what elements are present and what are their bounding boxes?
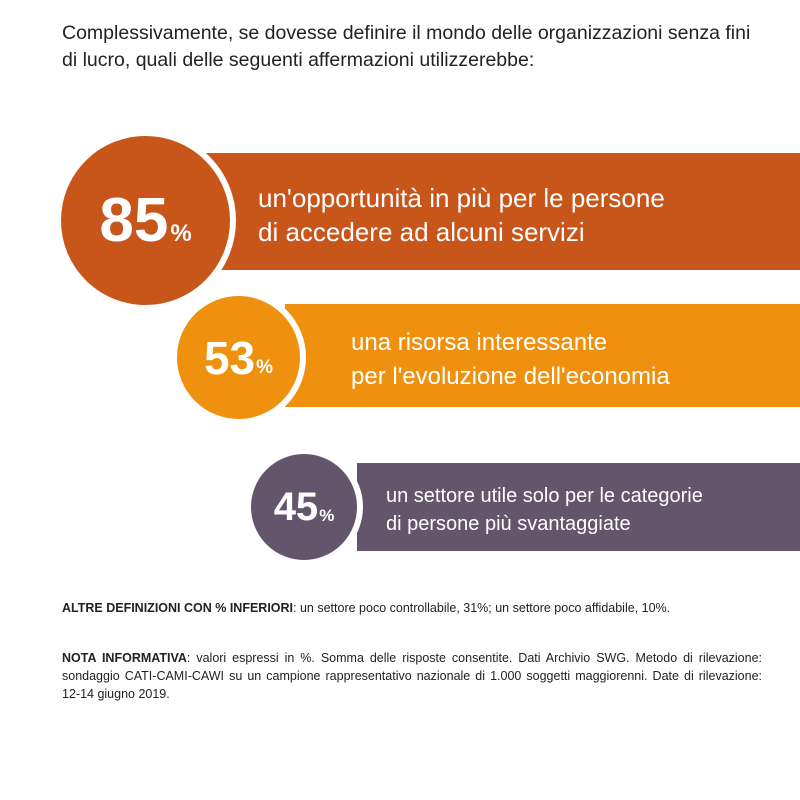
value-label-1: 85 <box>99 186 169 255</box>
bar-item-2 <box>285 304 800 407</box>
info-note-text: : valori espressi in %. Somma delle risp… <box>62 651 763 701</box>
value-label-3: 45 <box>273 484 319 529</box>
other-definitions-label: ALTRE DEFINIZIONI CON % INFERIORI <box>62 601 294 615</box>
unit-label-2: % <box>256 356 274 378</box>
category-label-1: un'opportunità in più per le persone di … <box>258 181 665 249</box>
unit-label-3: % <box>319 505 335 525</box>
question-title: Complessivamente, se dovesse definire il… <box>62 22 751 71</box>
info-note-label: NOTA INFORMATIVA <box>62 651 187 665</box>
category-label-2: una risorsa interessante per l'evoluzion… <box>351 326 670 394</box>
category-line-3a: un settore utile solo per le categorie <box>386 485 703 507</box>
other-definitions-note: ALTRE DEFINIZIONI CON % INFERIORI: un se… <box>62 599 762 617</box>
value-circle-1: 85% <box>55 130 236 311</box>
category-line-3b: di persone più svantaggiate <box>386 513 631 535</box>
category-line-1b: di accedere ad alcuni servizi <box>258 217 585 247</box>
category-label-3: un settore utile solo per le categorie d… <box>386 482 703 538</box>
unit-label-1: % <box>170 219 192 247</box>
category-line-1a: un'opportunità in più per le persone <box>258 183 665 213</box>
category-line-2a: una risorsa interessante <box>351 329 608 356</box>
other-definitions-text: : un settore poco controllabile, 31%; un… <box>293 601 671 615</box>
value-label-2: 53 <box>203 331 256 384</box>
bar-item-1 <box>200 153 800 270</box>
value-circle-3: 45% <box>245 448 363 566</box>
category-line-2b: per l'evoluzione dell'economia <box>351 363 670 390</box>
bar-item-3 <box>357 463 800 551</box>
value-circle-2: 53% <box>171 290 306 425</box>
info-note: NOTA INFORMATIVA: valori espressi in %. … <box>62 649 762 703</box>
